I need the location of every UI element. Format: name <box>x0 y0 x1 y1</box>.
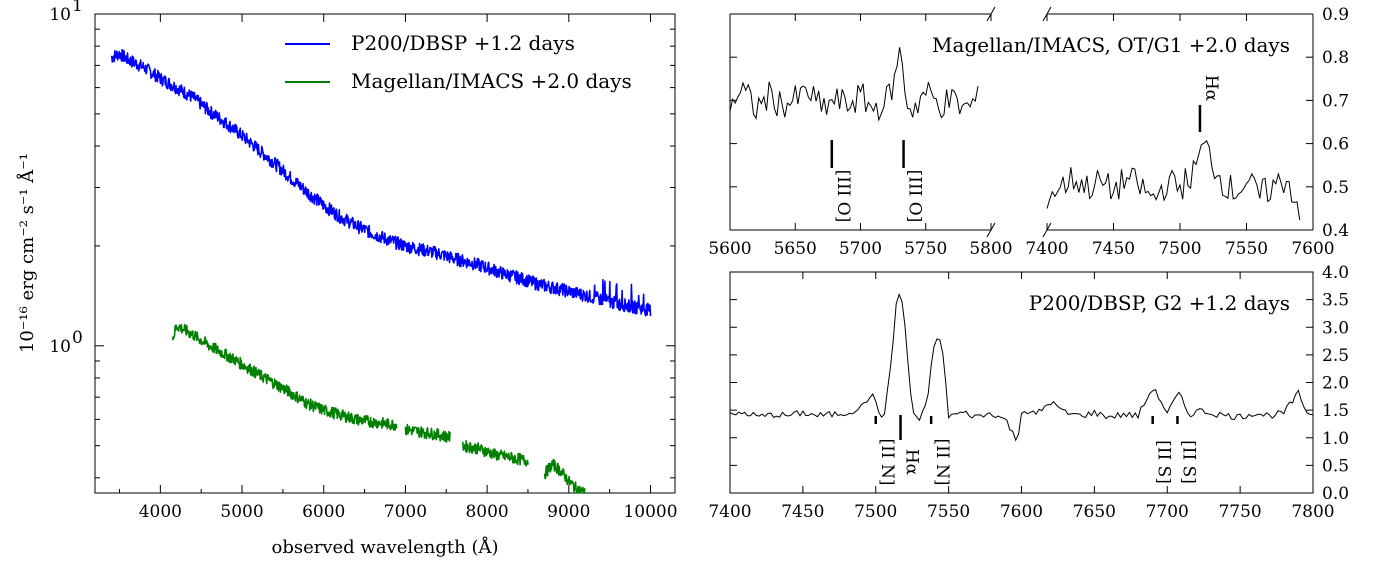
top-right-line-label: [III O] <box>833 170 853 223</box>
bottom-right-line-label: [II N] <box>932 439 952 486</box>
bottom-right-title: P200/DBSP, G2 +1.2 days <box>1029 291 1290 315</box>
bottom-right-line-label: [II S] <box>1178 440 1198 484</box>
left-x-axis-label: observed wavelength (Å) <box>272 536 499 558</box>
top-right-annotations: [III O] [III O] Hα <box>830 75 1221 223</box>
top-right-series <box>729 47 1301 221</box>
top-right-y-tick-label: 0.8 <box>1322 48 1349 68</box>
left-plot-frame <box>94 13 676 494</box>
top-right-y-tick-label: 0.5 <box>1322 178 1349 198</box>
top-right-x-tick-label: 7450 <box>1092 239 1135 259</box>
bottom-right-x-tick-label: 7500 <box>854 502 897 522</box>
left-series-line-1 <box>171 323 398 431</box>
top-right-y-tick-label: 0.7 <box>1322 91 1349 111</box>
bottom-right-x-tick-label: 7650 <box>1073 502 1116 522</box>
top-right-title: Magellan/IMACS, OT/G1 +2.0 days <box>932 33 1290 57</box>
bottom-right-y-tick-label: 1.0 <box>1322 429 1349 449</box>
bottom-right-y-tick-label: 2.0 <box>1322 374 1349 394</box>
bottom-right-x-tick-label: 7550 <box>927 502 970 522</box>
top-right-spectrum-1 <box>1046 139 1301 221</box>
bottom-right-y-tick-label: 0.0 <box>1322 484 1349 504</box>
left-y-tick-exponent: 0 <box>72 328 83 348</box>
top-right-panel: 5600 5650 5700 5750 5800 7400 7450 7500 7550 7600… <box>708 5 1349 259</box>
top-right-y-tick-label: 0.6 <box>1322 135 1349 155</box>
bottom-right-y-tick-label: 1.5 <box>1322 401 1349 421</box>
left-x-tick-label: 9000 <box>547 502 590 522</box>
legend-label-0: P200/DBSP +1.2 days <box>351 31 575 55</box>
left-x-tick-label: 5000 <box>220 502 263 522</box>
left-legend: P200/DBSP +1.2 days Magellan/IMACS +2.0 d… <box>285 31 632 93</box>
left-series-line-0 <box>110 48 652 317</box>
top-right-line-label: [III O] <box>905 170 925 223</box>
bottom-right-line-label: [II S] <box>1154 440 1174 484</box>
bottom-right-x-tick-label: 7450 <box>781 502 824 522</box>
top-right-x-tick-label: 5600 <box>708 239 751 259</box>
top-right-x-tick-label: 7500 <box>1158 239 1201 259</box>
bottom-right-line-label: Hα <box>902 449 922 476</box>
top-right-x-tick-label: 7550 <box>1225 239 1268 259</box>
left-y-axis-label: 10⁻¹⁶ erg cm⁻² s⁻¹ Å⁻¹ <box>16 153 38 353</box>
left-x-tick-label: 6000 <box>302 502 345 522</box>
bottom-right-line-label: [II N] <box>877 439 897 486</box>
bottom-right-annotations: [II N] Hα [II N] [II S] [II S] <box>874 415 1198 486</box>
top-right-axes: 5600 5650 5700 5750 5800 7400 7450 7500 7550 7600… <box>708 5 1349 259</box>
bottom-right-y-tick-label: 2.5 <box>1322 346 1349 366</box>
bottom-right-x-tick-label: 7700 <box>1146 502 1189 522</box>
top-right-y-tick-label: 0.4 <box>1322 221 1349 241</box>
left-y-tick-exponent: 1 <box>72 0 83 16</box>
top-right-x-tick-label: 5800 <box>969 239 1012 259</box>
left-x-tick-label: 8000 <box>465 502 508 522</box>
left-x-tick-label: 7000 <box>384 502 427 522</box>
left-x-tick-label: 4000 <box>139 502 182 522</box>
left-series-line-1 <box>462 439 529 467</box>
bottom-right-series <box>729 293 1314 442</box>
bottom-right-x-tick-label: 7600 <box>1000 502 1043 522</box>
bottom-right-y-tick-label: 3.5 <box>1322 291 1349 311</box>
top-right-y-tick-label: 0.9 <box>1322 5 1349 25</box>
top-right-x-tick-label: 7600 <box>1291 239 1334 259</box>
bottom-right-spectrum <box>729 293 1314 442</box>
top-right-x-tick-label: 5650 <box>774 239 817 259</box>
bottom-right-y-tick-label: 4.0 <box>1322 263 1349 283</box>
left-x-tick-label: 10000 <box>623 502 677 522</box>
left-series-line-1 <box>543 458 586 494</box>
bottom-right-y-tick-label: 3.0 <box>1322 318 1349 338</box>
bottom-right-x-tick-label: 7750 <box>1218 502 1261 522</box>
legend-label-1: Magellan/IMACS +2.0 days <box>351 69 632 93</box>
top-right-x-tick-label: 7400 <box>1025 239 1068 259</box>
bottom-right-x-tick-label: 7800 <box>1291 502 1334 522</box>
top-right-line-label: Hα <box>1201 75 1221 102</box>
left-series <box>110 48 652 494</box>
left-y-tick-label: 10 <box>49 337 71 357</box>
top-right-x-tick-label: 5750 <box>904 239 947 259</box>
top-right-x-tick-label: 5700 <box>839 239 882 259</box>
bottom-right-x-tick-label: 7400 <box>708 502 751 522</box>
left-y-tick-label: 10 <box>49 5 71 25</box>
left-series-line-1 <box>404 423 451 443</box>
bottom-right-y-tick-label: 0.5 <box>1322 456 1349 476</box>
top-right-spectrum-0 <box>729 47 979 122</box>
